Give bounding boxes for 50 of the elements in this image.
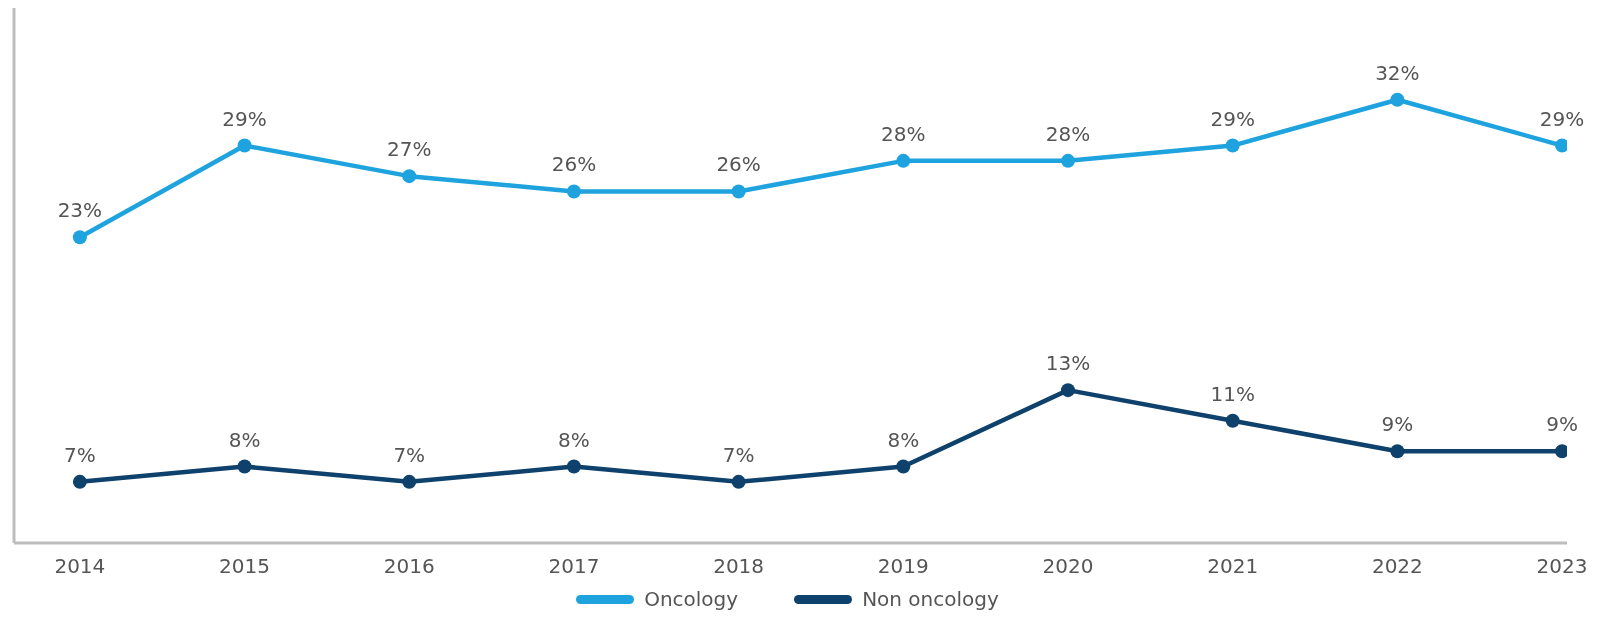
x-tick-label: 2016 [383,554,435,579]
point [72,474,87,489]
data-label: 7% [722,442,755,467]
data-label: 11% [1210,381,1255,406]
data-label: 13% [1045,351,1091,376]
data-label: 8% [887,427,920,452]
point [566,184,581,199]
data-label: 29% [222,106,267,131]
x-tick-label: 2014 [54,554,106,579]
point [237,459,252,474]
x-tick-label: 2021 [1207,554,1259,579]
data-label: 28% [1045,121,1091,146]
data-label: 29% [1539,106,1585,131]
data-label: 8% [558,427,590,452]
data-label: 26% [716,152,761,177]
data-label: 26% [551,152,597,177]
x-tick-label: 2017 [548,554,600,579]
x-tick-label: 2018 [713,554,765,579]
data-label: 9% [1381,412,1414,437]
x-tick-label: 2022 [1371,554,1423,579]
point [1390,444,1405,459]
point [731,184,746,199]
data-label: 9% [1546,412,1578,437]
point [72,230,87,245]
x-tick-label: 2015 [219,554,271,579]
data-label: 7% [64,442,96,467]
point [1225,413,1240,428]
data-label: 23% [57,198,103,223]
point [402,474,417,489]
data-label: 27% [387,137,432,162]
data-label: 32% [1375,60,1420,85]
data-label: 28% [881,121,926,146]
x-tick-label: 2023 [1536,554,1588,579]
legend-label: Non oncology [862,587,999,611]
legend-label: Oncology [644,587,739,611]
point [237,138,252,153]
point [1225,138,1240,153]
x-tick-label: 2019 [877,554,929,579]
point [1061,383,1075,398]
point [731,474,746,489]
point [1390,92,1405,107]
data-label: 29% [1210,106,1255,131]
data-label: 8% [228,427,261,452]
point [402,169,417,184]
data-label: 7% [393,442,426,467]
point [1061,153,1075,168]
point [896,459,911,474]
point [896,153,911,168]
x-tick-label: 2020 [1042,554,1094,579]
point [566,459,581,474]
